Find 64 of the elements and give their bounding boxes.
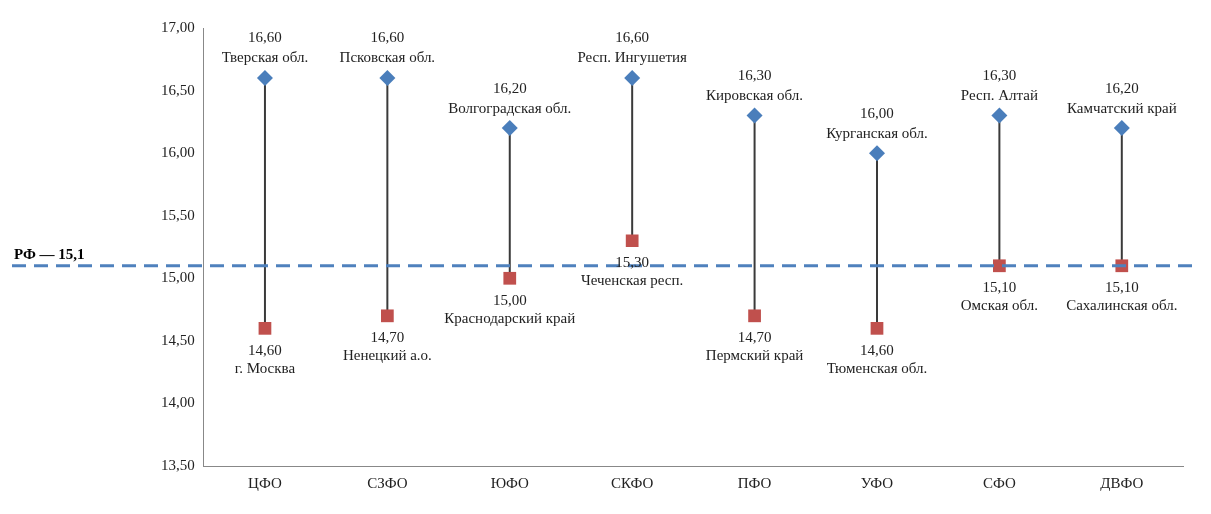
annotation: Чеченская респ. xyxy=(581,272,684,289)
data-label: 16,30 xyxy=(982,67,1017,84)
data-label: 15,10 xyxy=(982,279,1017,296)
annotation: Краснодарский край xyxy=(444,309,576,326)
annotation: Респ. Ингушетия xyxy=(577,49,688,66)
x-tick-label: ПФО xyxy=(737,474,772,491)
ref-line-label: РФ — 15,1 xyxy=(14,246,85,263)
data-label: 16,30 xyxy=(737,67,772,84)
point xyxy=(381,309,394,323)
annotation: Псковская обл. xyxy=(339,49,436,66)
point xyxy=(746,107,763,124)
y-tick-label: 14,50 xyxy=(161,331,195,348)
annotation: Ненецкий а.о. xyxy=(342,347,432,364)
y-tick-label: 14,00 xyxy=(161,394,195,411)
x-tick-label: СЗФО xyxy=(367,474,408,491)
annotation: Камчатский край xyxy=(1066,99,1177,116)
annotation: Тюменская обл. xyxy=(826,359,928,376)
annotation: Омская обл. xyxy=(960,297,1039,314)
y-tick-label: 16,00 xyxy=(161,144,195,161)
data-label: 16,60 xyxy=(615,29,650,46)
annotation: Курганская обл. xyxy=(826,124,928,141)
data-label: 15,00 xyxy=(492,291,527,308)
annotation: г. Москва xyxy=(234,359,296,376)
point xyxy=(624,70,641,87)
annotation: Пермский край xyxy=(705,347,804,364)
point xyxy=(991,107,1008,124)
data-label: 14,60 xyxy=(860,341,894,358)
data-label: 15,30 xyxy=(615,254,650,271)
point xyxy=(501,120,518,137)
point xyxy=(503,271,517,285)
y-tick-label: 17,00 xyxy=(161,18,195,35)
y-tick-label: 16,50 xyxy=(161,81,195,98)
point xyxy=(993,259,1006,273)
annotation: Респ. Алтай xyxy=(960,87,1038,104)
point xyxy=(868,145,885,162)
y-tick-label: 15,00 xyxy=(161,269,195,286)
y-tick-label: 13,50 xyxy=(161,456,195,473)
point xyxy=(870,321,884,335)
x-tick-label: ЦФО xyxy=(248,474,282,491)
point xyxy=(1113,120,1130,137)
point xyxy=(256,70,273,87)
annotation: Кировская обл. xyxy=(706,87,804,104)
point xyxy=(258,321,272,335)
point xyxy=(748,309,761,323)
data-label: 14,70 xyxy=(370,329,405,346)
x-tick-label: ДВФО xyxy=(1100,474,1144,491)
data-label: 16,00 xyxy=(860,104,894,121)
x-tick-label: ЮФО xyxy=(490,474,530,491)
x-tick-label: СКФО xyxy=(611,474,654,491)
point xyxy=(625,234,639,248)
data-label: 14,60 xyxy=(248,341,282,358)
y-tick-label: 15,50 xyxy=(161,206,195,223)
data-label: 16,20 xyxy=(492,79,527,96)
annotation: Волгоградская обл. xyxy=(448,99,572,116)
annotation: Сахалинская обл. xyxy=(1066,297,1178,314)
data-label: 15,10 xyxy=(1104,279,1139,296)
data-label: 14,70 xyxy=(737,329,772,346)
point xyxy=(379,70,396,87)
data-label: 16,20 xyxy=(1104,79,1139,96)
annotation: Тверская обл. xyxy=(221,49,309,66)
data-label: 16,60 xyxy=(370,29,405,46)
data-label: 16,60 xyxy=(248,29,282,46)
x-tick-label: УФО xyxy=(860,474,894,491)
x-tick-label: СФО xyxy=(982,474,1016,491)
